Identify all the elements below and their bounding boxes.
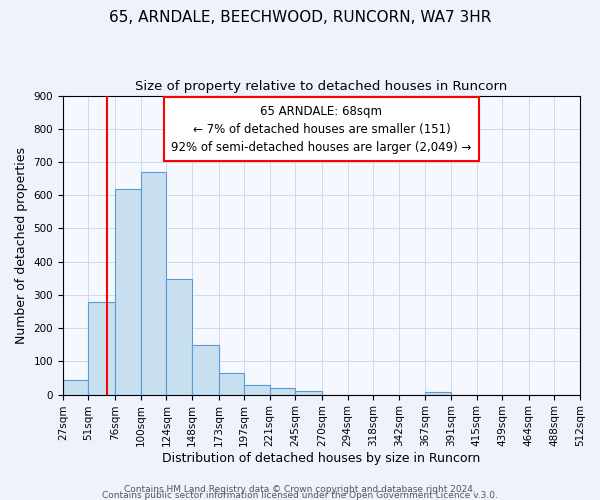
Bar	[166, 279, 192, 394]
Text: Contains public sector information licensed under the Open Government Licence v.: Contains public sector information licen…	[102, 490, 498, 500]
Text: Contains HM Land Registry data © Crown copyright and database right 2024.: Contains HM Land Registry data © Crown c…	[124, 484, 476, 494]
Bar	[270, 388, 295, 394]
Bar	[295, 392, 322, 394]
Bar	[141, 172, 166, 394]
Bar	[244, 384, 270, 394]
Y-axis label: Number of detached properties: Number of detached properties	[15, 146, 28, 344]
Bar	[115, 188, 141, 394]
Bar	[425, 392, 451, 394]
Bar	[63, 380, 88, 394]
Text: 65, ARNDALE, BEECHWOOD, RUNCORN, WA7 3HR: 65, ARNDALE, BEECHWOOD, RUNCORN, WA7 3HR	[109, 10, 491, 25]
X-axis label: Distribution of detached houses by size in Runcorn: Distribution of detached houses by size …	[163, 452, 481, 465]
Bar	[88, 302, 115, 394]
Text: 65 ARNDALE: 68sqm
← 7% of detached houses are smaller (151)
92% of semi-detached: 65 ARNDALE: 68sqm ← 7% of detached house…	[171, 104, 472, 154]
Bar	[218, 373, 244, 394]
Title: Size of property relative to detached houses in Runcorn: Size of property relative to detached ho…	[136, 80, 508, 93]
Bar	[192, 346, 218, 395]
